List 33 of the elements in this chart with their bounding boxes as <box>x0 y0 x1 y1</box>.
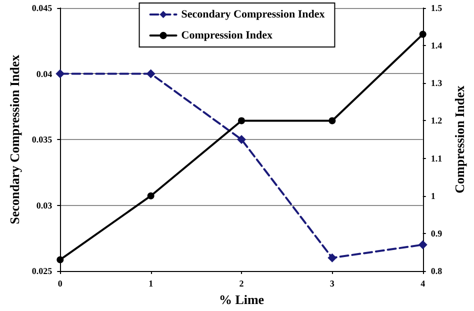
y-tick-label: 0.035 <box>32 134 53 144</box>
x-tick-label: 0 <box>58 278 63 288</box>
y-tick-label: 0.04 <box>36 68 53 79</box>
y2-tick-label: 1.2 <box>430 116 443 126</box>
y2-tick-label: 1.5 <box>430 3 443 13</box>
point <box>238 117 245 124</box>
point <box>328 253 337 262</box>
point <box>237 135 246 144</box>
y2-tick-label: 0.8 <box>430 266 443 276</box>
legend-label: Compression Index <box>181 30 273 42</box>
y2-tick-label: 1.1 <box>430 153 443 164</box>
point <box>419 30 426 38</box>
y2-tick-label: 1.4 <box>430 40 443 51</box>
y2-tick-label: 0.9 <box>430 228 443 238</box>
y-tick-label: 0.03 <box>36 200 53 210</box>
y2-axis-title: Compression Index <box>452 85 467 194</box>
point <box>328 117 336 124</box>
point <box>418 240 428 250</box>
x-axis-title: % Lime <box>218 292 264 307</box>
x-tick-label: 4 <box>420 278 426 288</box>
y2-tick-label: 1 <box>430 190 436 201</box>
x-tick-label: 3 <box>330 278 335 288</box>
point <box>147 192 154 200</box>
x-tick-label: 2 <box>239 278 244 288</box>
x-tick-label: 1 <box>148 278 154 288</box>
y-tick-label: 0.045 <box>32 3 53 13</box>
y-axis-title: Secondary Compression Index <box>7 54 22 224</box>
point <box>146 69 156 78</box>
point <box>56 256 64 264</box>
point <box>56 69 65 78</box>
y-tick-label: 0.025 <box>32 266 53 276</box>
y2-tick-label: 1.3 <box>430 78 443 88</box>
legend-label: Secondary Compression Index <box>181 8 326 20</box>
